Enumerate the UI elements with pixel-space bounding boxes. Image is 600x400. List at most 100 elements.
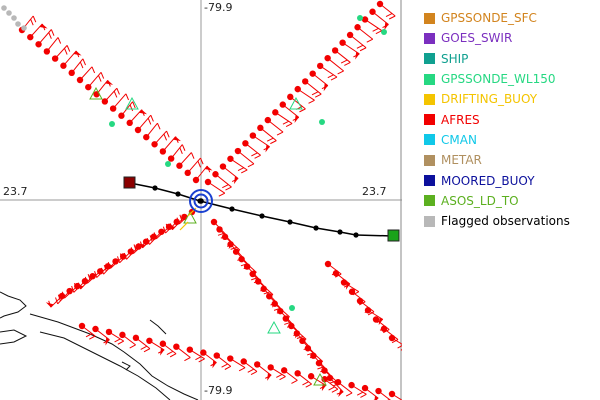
afres-observation-point	[227, 155, 234, 162]
wind-barb	[38, 29, 52, 45]
afres-observation-point	[68, 69, 75, 77]
wind-barb	[289, 96, 306, 110]
wind-barb-feather	[359, 47, 367, 52]
map-panel[interactable]: -79.9 -79.9 23.7 23.7	[0, 0, 402, 400]
wind-barb-feather	[98, 75, 102, 82]
afres-observation-point	[310, 352, 317, 359]
legend-label: AFRES	[441, 112, 480, 127]
afres-observation-point	[375, 387, 382, 395]
wind-barb-feather	[291, 379, 298, 384]
afres-observation-point	[92, 325, 99, 333]
wind-barb	[319, 65, 338, 78]
wind-barb-pennant	[323, 83, 328, 92]
wind-barb-feather	[181, 144, 186, 151]
afres-observation-point	[210, 218, 218, 226]
flagged-observation-point	[11, 15, 17, 21]
wind-barb-pennant	[294, 115, 299, 124]
afres-observation-point	[97, 268, 104, 275]
legend-swatch	[424, 53, 435, 65]
wind-barb-feather	[166, 350, 174, 355]
wind-barb-feather	[125, 93, 130, 101]
legend-item-gpssonde-sfc[interactable]: GPSSONDE_SFC	[424, 8, 596, 28]
afres-observation-point	[112, 258, 119, 265]
wind-barb	[364, 19, 383, 32]
wind-barb-pennant	[374, 395, 379, 400]
wind-barb-feather	[330, 76, 338, 81]
afres-observation-point	[348, 288, 356, 295]
legend-swatch	[424, 195, 435, 207]
coastline-segment	[29, 313, 199, 400]
afres-observation-point	[176, 162, 183, 169]
wind-barb-feather	[345, 392, 353, 397]
wind-barb-feather	[129, 344, 136, 349]
wind-barb-feather	[218, 192, 226, 197]
afres-observation-point	[369, 8, 376, 15]
afres-observation-point	[309, 70, 316, 77]
wind-barb-feather	[331, 388, 339, 393]
wind-barb-feather	[391, 339, 399, 344]
afres-observation-point	[267, 364, 274, 371]
wind-barb-feather	[64, 48, 68, 55]
legend-item-gpssonde-wl150[interactable]: GPSSONDE_WL150	[424, 69, 596, 89]
wind-barb-feather	[328, 386, 335, 391]
gpssonde-wl150-point	[109, 121, 115, 127]
wind-barb-feather	[311, 91, 319, 96]
legend-item-metar[interactable]: METAR	[424, 150, 596, 170]
afres-observation-point	[361, 384, 369, 392]
legend-item-flagged-observations[interactable]: Flagged observations	[424, 211, 596, 231]
wind-barb-feather	[82, 58, 86, 66]
wind-barb-pennant	[338, 389, 344, 397]
wind-barb-feather	[30, 18, 34, 26]
afres-observation-point	[43, 48, 51, 55]
legend-swatch	[424, 32, 435, 44]
asos-triangle	[89, 86, 103, 100]
afres-observation-point	[339, 39, 346, 46]
wind-barb-feather	[190, 152, 195, 159]
gpssonde-wl150-point	[165, 161, 171, 167]
afres-observation-point	[192, 176, 200, 184]
wind-barb-feather	[85, 333, 93, 338]
wind-barb-feather	[116, 88, 120, 95]
wind-barb-feather	[375, 30, 383, 35]
afres-observation-point	[356, 297, 364, 305]
track-point	[353, 232, 359, 238]
wind-barb-feather	[251, 152, 258, 157]
afres-observation-point	[27, 33, 34, 41]
afres-observation-point	[299, 337, 306, 345]
wind-barb-feather	[282, 120, 290, 125]
wind-barb	[112, 93, 127, 109]
legend-item-cman[interactable]: CMAN	[424, 130, 596, 150]
afres-observation-point	[119, 253, 127, 260]
wind-barb-feather	[302, 381, 309, 386]
legend-item-asos-ld-to[interactable]: ASOS_LD_TO	[424, 191, 596, 211]
legend-item-ship[interactable]: SHIP	[424, 49, 596, 69]
track-point	[287, 219, 293, 225]
wind-barb-feather	[140, 345, 147, 350]
wind-barb-pennant	[265, 144, 270, 153]
legend-item-afres[interactable]: AFRES	[424, 109, 596, 129]
afres-observation-point	[78, 322, 86, 330]
wind-barb	[215, 173, 232, 188]
wind-barb	[162, 136, 177, 152]
wind-barb-feather	[198, 358, 205, 363]
wind-barb-feather	[150, 115, 154, 122]
afres-observation-point	[232, 248, 240, 255]
legend-item-goes-swir[interactable]: GOES_SWIR	[424, 28, 596, 48]
afres-observation-point	[165, 223, 173, 231]
wind-barb	[137, 114, 152, 131]
gpssonde-triangle	[267, 320, 281, 334]
wind-barb-pennant	[267, 372, 272, 381]
wind-barb-feather	[305, 383, 312, 388]
wind-barb	[260, 127, 277, 142]
wind-barb-pennant	[105, 80, 114, 85]
legend-item-moored-buoy[interactable]: MOORED_BUOY	[424, 170, 596, 190]
wind-barb	[379, 3, 396, 17]
afres-observation-point	[212, 171, 219, 178]
afres-observation-point	[346, 31, 354, 39]
afres-observation-point	[254, 361, 261, 368]
afres-observation-point	[89, 273, 96, 280]
wind-barb-pennant	[378, 317, 383, 326]
legend-item-drifting-buoy[interactable]: DRIFTING_BUOY	[424, 89, 596, 109]
afres-observation-point	[204, 178, 212, 186]
afres-observation-point	[105, 328, 113, 336]
